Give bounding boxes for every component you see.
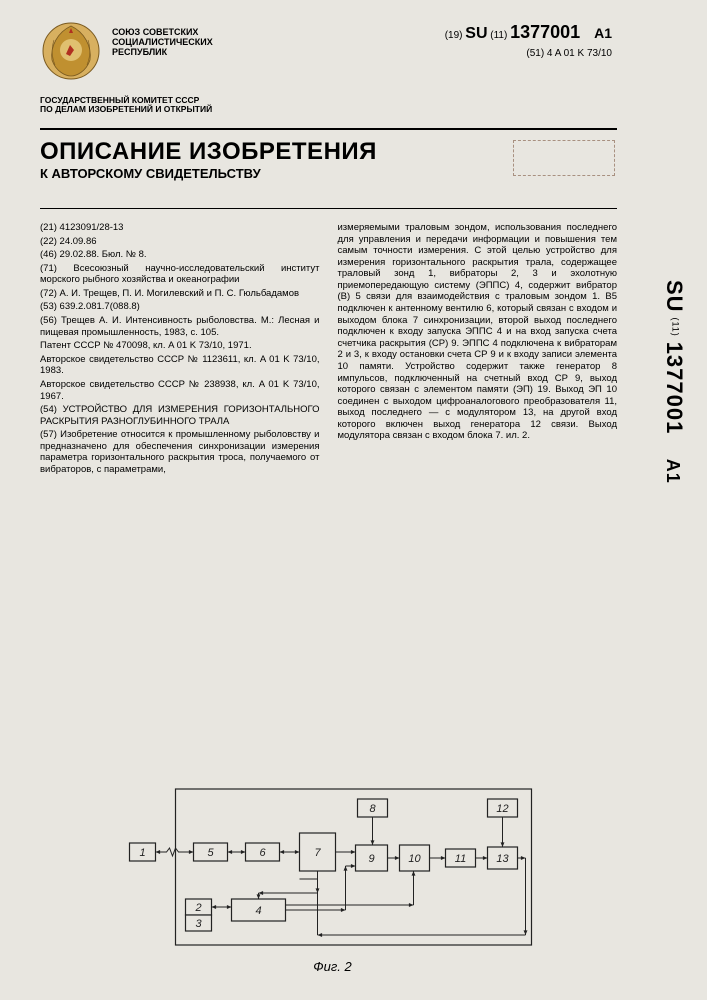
side-mid: (11) bbox=[671, 317, 681, 336]
left-column: (21) 4123091/28-13 (22) 24.09.86 (46) 29… bbox=[40, 222, 320, 478]
kind-code: A1 bbox=[594, 25, 612, 41]
figure-2: 12345678910111213 Фиг. 2 bbox=[108, 771, 557, 976]
field-53: (53) 639.2.081.7(088.8) bbox=[40, 301, 320, 313]
classification: (51) 4 A 01 K 73/10 bbox=[526, 48, 612, 59]
side-su: SU bbox=[662, 280, 687, 313]
field-56b: Патент СССР № 470098, кл. A 01 K 73/10, … bbox=[40, 340, 320, 352]
svg-text:10: 10 bbox=[408, 853, 421, 865]
title-block: ОПИСАНИЕ ИЗОБРЕТЕНИЯ К АВТОРСКОМУ СВИДЕТ… bbox=[40, 138, 377, 181]
doc-number: 1377001 bbox=[510, 22, 580, 42]
svg-text:2: 2 bbox=[194, 902, 201, 914]
side-label: SU (11) 1377001 A1 bbox=[639, 280, 691, 800]
code-su: SU bbox=[465, 25, 487, 42]
title-main: ОПИСАНИЕ ИЗОБРЕТЕНИЯ bbox=[40, 138, 377, 166]
field-71: (71) Всесоюзный научно-исследовательский… bbox=[40, 263, 320, 286]
field-56d: Авторское свидетельство СССР № 238938, к… bbox=[40, 379, 320, 402]
code-prefix: (19) bbox=[445, 30, 463, 41]
svg-text:1: 1 bbox=[139, 847, 145, 859]
field-54: (54) УСТРОЙСТВО ДЛЯ ИЗМЕРЕНИЯ ГОРИЗОНТАЛ… bbox=[40, 404, 320, 427]
svg-text:13: 13 bbox=[496, 853, 509, 865]
svg-text:3: 3 bbox=[195, 918, 202, 930]
right-column: измеряемыми траловым зондом, использован… bbox=[338, 222, 618, 478]
committee-line: ПО ДЕЛАМ ИЗОБРЕТЕНИЙ И ОТКРЫТИЙ bbox=[40, 105, 212, 114]
field-21: (21) 4123091/28-13 bbox=[40, 222, 320, 234]
svg-text:5: 5 bbox=[207, 847, 214, 859]
svg-text:8: 8 bbox=[369, 803, 376, 815]
separator bbox=[40, 128, 617, 130]
body-columns: (21) 4123091/28-13 (22) 24.09.86 (46) 29… bbox=[40, 222, 617, 478]
svg-text:9: 9 bbox=[368, 853, 374, 865]
field-22: (22) 24.09.86 bbox=[40, 236, 320, 248]
patent-page: { "header": { "country_lines": ["СОЮЗ СО… bbox=[0, 0, 707, 1000]
figure-caption: Фиг. 2 bbox=[313, 959, 351, 974]
field-56c: Авторское свидетельство СССР № 1123611, … bbox=[40, 354, 320, 377]
svg-text:6: 6 bbox=[259, 847, 266, 859]
field-57-left: (57) Изобретение относится к промышленно… bbox=[40, 429, 320, 475]
cls-label: (51) 4 bbox=[526, 48, 552, 59]
field-56a: (56) Трещев А. И. Интенсивность рыболовс… bbox=[40, 315, 320, 338]
svg-text:11: 11 bbox=[455, 853, 466, 865]
doc-codes: (19) SU (11) 1377001 A1 bbox=[445, 22, 612, 43]
field-72: (72) А. И. Трещев, П. И. Могилевский и П… bbox=[40, 288, 320, 300]
stamp-placeholder bbox=[513, 140, 615, 176]
side-num: 1377001 bbox=[662, 342, 687, 435]
committee: ГОСУДАРСТВЕННЫЙ КОМИТЕТ СССР ПО ДЕЛАМ ИЗ… bbox=[40, 96, 212, 115]
side-a1: A1 bbox=[663, 459, 683, 484]
country-line: РЕСПУБЛИК bbox=[112, 48, 213, 58]
cls-value: A 01 K 73/10 bbox=[555, 48, 612, 59]
separator bbox=[40, 208, 617, 209]
title-sub: К АВТОРСКОМУ СВИДЕТЕЛЬСТВУ bbox=[40, 166, 377, 181]
field-46: (46) 29.02.88. Бюл. № 8. bbox=[40, 249, 320, 261]
field-57-right: измеряемыми траловым зондом, использован… bbox=[338, 222, 618, 442]
field-54-text: (54) УСТРОЙСТВО ДЛЯ ИЗМЕРЕНИЯ ГОРИЗОНТАЛ… bbox=[40, 404, 320, 427]
country-name: СОЮЗ СОВЕТСКИХ СОЦИАЛИСТИЧЕСКИХ РЕСПУБЛИ… bbox=[112, 28, 213, 58]
state-emblem bbox=[40, 20, 102, 82]
svg-text:4: 4 bbox=[255, 905, 261, 917]
block-diagram: 12345678910111213 bbox=[108, 771, 557, 951]
svg-text:12: 12 bbox=[496, 803, 508, 815]
svg-text:7: 7 bbox=[314, 847, 321, 859]
code-mid: (11) bbox=[490, 30, 507, 41]
